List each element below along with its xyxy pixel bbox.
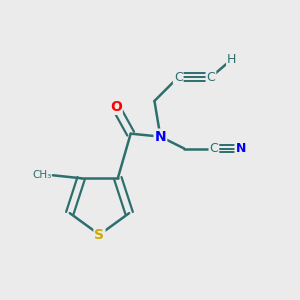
Text: H: H bbox=[227, 53, 236, 66]
Text: N: N bbox=[154, 130, 166, 144]
Text: C: C bbox=[209, 142, 218, 155]
Text: C: C bbox=[174, 71, 183, 84]
Text: C: C bbox=[207, 71, 215, 84]
Text: N: N bbox=[236, 142, 246, 155]
Text: CH₃: CH₃ bbox=[32, 170, 51, 180]
Text: O: O bbox=[110, 100, 122, 114]
Text: S: S bbox=[94, 228, 104, 242]
